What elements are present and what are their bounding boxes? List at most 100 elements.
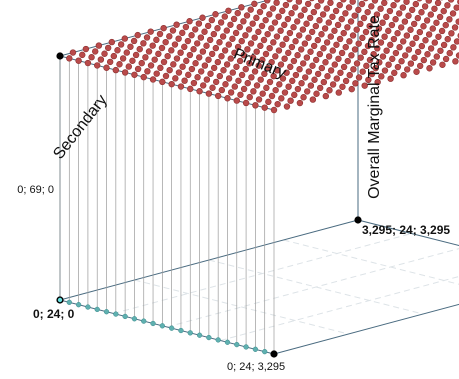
- low-edge-point: [159, 323, 165, 329]
- surface-point: [427, 11, 434, 18]
- surface-point: [377, 39, 385, 46]
- surface-point: [256, 8, 264, 16]
- surface-point: [242, 99, 250, 107]
- surface-point: [329, 81, 337, 88]
- surface-point: [392, 16, 399, 23]
- surface-point: [383, 13, 390, 21]
- surface-point: [418, 9, 425, 16]
- surface-point: [155, 50, 162, 58]
- surface-point: [216, 72, 224, 80]
- surface-point: [259, 56, 266, 64]
- surface-point: [327, 33, 334, 40]
- surface-point: [151, 56, 158, 63]
- surface-point: [425, 31, 433, 38]
- surface-point: [208, 50, 216, 58]
- surface-point: [229, 69, 236, 76]
- surface-point: [275, 47, 283, 54]
- surface-point: [123, 49, 130, 56]
- surface-point: [103, 64, 110, 71]
- surface-point: [270, 39, 277, 46]
- surface-point: [255, 96, 263, 103]
- surface-point: [301, 6, 308, 13]
- surface-point: [353, 26, 360, 33]
- surface-point: [308, 28, 316, 36]
- surface-point: [82, 45, 90, 53]
- surface-point: [309, 62, 316, 69]
- low-edge-point: [224, 339, 231, 345]
- surface-point: [403, 32, 411, 39]
- low-edge-point: [150, 320, 156, 327]
- floor-grid-line: [134, 279, 349, 335]
- surface-point: [336, 1, 343, 9]
- corner-label-front: 0; 24; 3,295: [227, 361, 285, 373]
- surface-point: [338, 15, 345, 23]
- surface-point: [177, 49, 184, 56]
- surface-point: [331, 61, 338, 68]
- surface-point: [361, 82, 368, 89]
- surface-point: [246, 93, 253, 101]
- surface-point: [411, 54, 418, 61]
- surface-point: [196, 54, 203, 61]
- low-edge-point: [187, 330, 193, 336]
- surface-point: [197, 34, 205, 41]
- surface-point: [209, 84, 216, 91]
- surface-point: [420, 23, 427, 30]
- surface-point: [272, 86, 279, 94]
- surface-point: [263, 84, 270, 92]
- surface-point: [437, 47, 444, 54]
- surface-point: [296, 32, 303, 39]
- surface-point: [255, 62, 262, 69]
- surface-point: [194, 74, 201, 81]
- surface-point: [283, 103, 291, 110]
- surface-point: [195, 20, 203, 27]
- surface-point: [332, 7, 340, 15]
- surface-point: [285, 49, 292, 57]
- surface-point: [290, 57, 298, 65]
- surface-point: [436, 13, 444, 21]
- surface-point: [355, 6, 362, 14]
- surface-point: [182, 23, 190, 31]
- surface-point: [405, 46, 413, 53]
- surface-point: [340, 63, 348, 71]
- surface-point: [198, 68, 205, 75]
- surface-point: [327, 0, 334, 6]
- surface-point: [223, 61, 231, 68]
- surface-point: [396, 44, 403, 51]
- surface-point: [131, 71, 138, 78]
- surface-point: [181, 77, 188, 84]
- surface-point: [399, 4, 407, 11]
- surface-point: [381, 33, 388, 40]
- surface-point: [374, 78, 381, 86]
- surface-point: [433, 19, 440, 26]
- surface-point: [186, 51, 194, 59]
- surface-point: [132, 51, 140, 59]
- surface-point: [336, 35, 344, 43]
- surface-point: [305, 34, 312, 41]
- low-edge-point: [103, 309, 110, 315]
- surface-point: [312, 56, 320, 64]
- axis-title-secondary: Secondary: [50, 92, 110, 163]
- surface-point: [412, 0, 420, 8]
- surface-point: [117, 41, 125, 48]
- surface-point: [245, 26, 253, 33]
- surface-point: [251, 34, 258, 41]
- surface-point: [224, 95, 231, 102]
- floor-grid-line: [166, 248, 459, 328]
- surface-point: [296, 99, 304, 107]
- surface-point: [444, 2, 451, 9]
- surface-point: [207, 70, 214, 77]
- surface-point: [353, 60, 361, 67]
- surface-point: [240, 85, 248, 93]
- surface-point: [362, 28, 370, 36]
- low-edge-point: [206, 334, 212, 341]
- surface-point: [431, 5, 438, 12]
- surface-point: [179, 29, 186, 37]
- surface-point: [205, 56, 212, 63]
- surface-point: [159, 78, 166, 86]
- surface-point: [453, 4, 459, 11]
- surface-point: [186, 18, 193, 25]
- surface-point: [108, 38, 116, 46]
- surface-point: [400, 38, 407, 45]
- surface-point: [84, 59, 92, 67]
- surface-point: [281, 89, 289, 96]
